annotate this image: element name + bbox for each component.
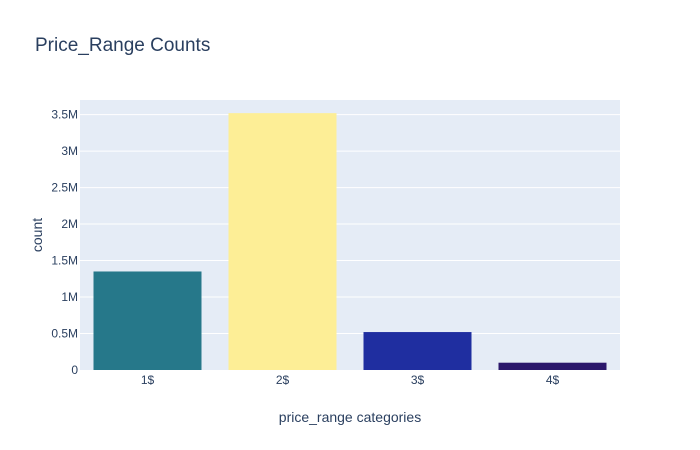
y-tick-label: 0.5M — [51, 327, 78, 341]
y-tick-label: 2M — [61, 217, 78, 231]
y-tick-label: 3.5M — [51, 108, 78, 122]
y-axis-title: count — [29, 218, 45, 252]
bar-4[interactable] — [498, 362, 607, 370]
y-tick-label: 1M — [61, 290, 78, 304]
y-tick-label: 3M — [61, 144, 78, 158]
x-tick-label: 1$ — [141, 373, 155, 387]
chart-title: Price_Range Counts — [35, 35, 210, 56]
x-tick-label: 2$ — [276, 373, 290, 387]
y-tick-label: 0 — [71, 363, 78, 377]
y-tick-label: 1.5M — [51, 254, 78, 268]
bar-1[interactable] — [93, 271, 202, 370]
y-axis-ticks: 0 0.5M 1M 1.5M 2M 2.5M 3M 3.5M — [51, 108, 78, 377]
x-tick-label: 3$ — [411, 373, 425, 387]
x-tick-label: 4$ — [546, 373, 560, 387]
bar-3[interactable] — [363, 332, 472, 370]
y-tick-label: 2.5M — [51, 181, 78, 195]
bars — [93, 113, 607, 370]
x-axis-ticks: 1$ 2$ 3$ 4$ — [141, 373, 560, 387]
x-axis-title: price_range categories — [279, 409, 421, 425]
bar-2[interactable] — [228, 113, 337, 370]
